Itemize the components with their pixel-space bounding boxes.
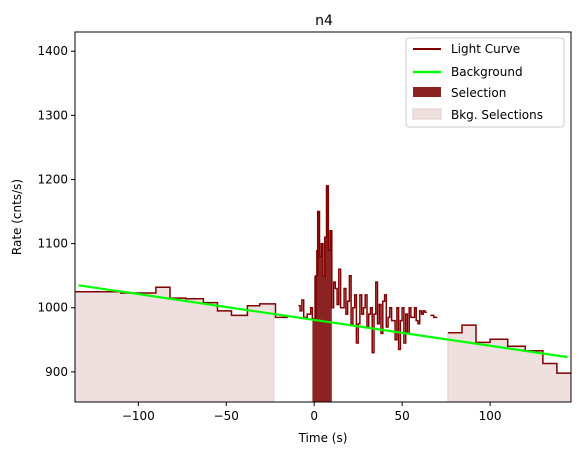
x-tick-label: −100 xyxy=(122,409,155,423)
legend-selection-label: Selection xyxy=(451,86,506,100)
legend-background-label: Background xyxy=(451,65,523,79)
y-axis-label: Rate (cnts/s) xyxy=(10,179,24,255)
x-axis-label: Time (s) xyxy=(298,431,348,445)
light-curve-segment-0 xyxy=(75,286,288,319)
chart-title: n4 xyxy=(315,13,333,29)
x-axis: −100 −50 0 50 100 xyxy=(122,402,502,423)
x-tick-label: 50 xyxy=(395,409,410,423)
selection-area xyxy=(312,185,332,402)
y-tick-label: 1200 xyxy=(37,172,68,186)
light-curve-segment-1 xyxy=(298,185,427,354)
y-tick-label: 1100 xyxy=(37,237,68,251)
plot-area xyxy=(75,185,571,402)
light-curve-segment-3 xyxy=(447,324,571,374)
y-axis: 900 1000 1100 1200 1300 1400 xyxy=(37,44,75,379)
x-tick-label: −50 xyxy=(214,409,239,423)
legend-bkg-selections-label: Bkg. Selections xyxy=(451,108,543,122)
x-tick-label: 0 xyxy=(310,409,318,423)
x-tick-label: 100 xyxy=(479,409,502,423)
background-line xyxy=(78,284,568,359)
y-tick-label: 1300 xyxy=(37,108,68,122)
light-curve-segment-2 xyxy=(430,314,438,319)
y-tick-label: 1400 xyxy=(37,44,68,58)
y-tick-label: 1000 xyxy=(37,301,68,315)
legend-light-curve-label: Light Curve xyxy=(451,42,520,56)
y-tick-label: 900 xyxy=(45,365,68,379)
plot-frame xyxy=(74,31,572,403)
legend-selection-swatch xyxy=(413,87,441,97)
legend-bkg-selections-swatch xyxy=(412,108,442,120)
legend: Light Curve Background Selection Bkg. Se… xyxy=(405,37,565,128)
legend-box xyxy=(405,37,565,128)
